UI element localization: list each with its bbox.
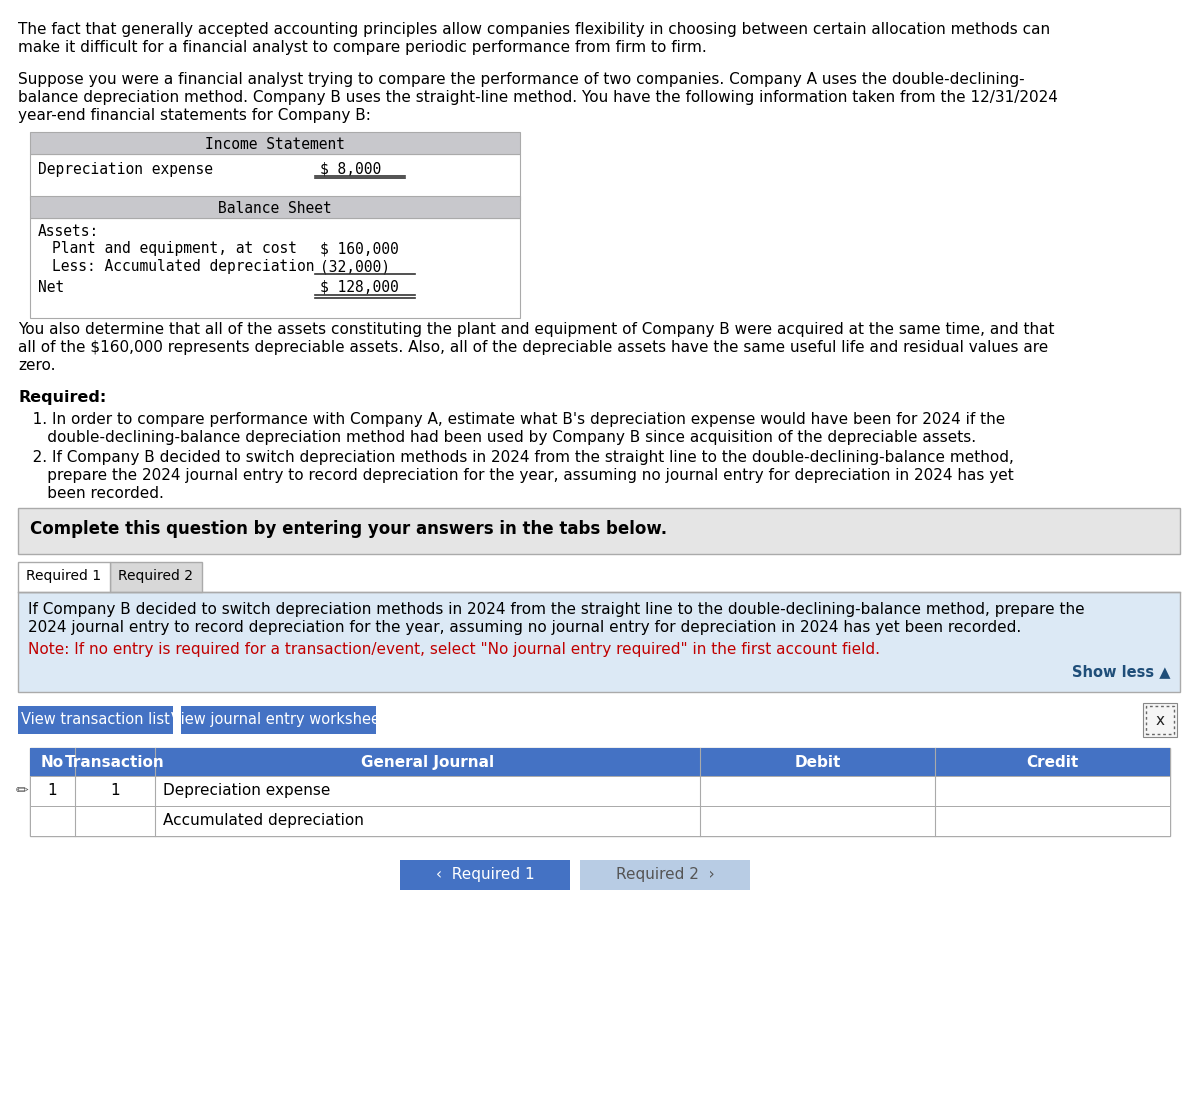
- Text: prepare the 2024 journal entry to record depreciation for the year, assuming no : prepare the 2024 journal entry to record…: [18, 468, 1014, 484]
- Text: double-declining-balance depreciation method had been used by Company B since ac: double-declining-balance depreciation me…: [18, 429, 976, 445]
- Text: Income Statement: Income Statement: [205, 137, 346, 152]
- FancyBboxPatch shape: [30, 153, 520, 200]
- Text: $ 128,000: $ 128,000: [320, 280, 398, 295]
- Text: 1: 1: [48, 783, 58, 798]
- Text: Suppose you were a financial analyst trying to compare the performance of two co: Suppose you were a financial analyst try…: [18, 72, 1025, 87]
- Text: (32,000): (32,000): [320, 259, 390, 274]
- FancyBboxPatch shape: [1142, 703, 1177, 737]
- Text: 2024 journal entry to record depreciation for the year, assuming no journal entr: 2024 journal entry to record depreciatio…: [28, 620, 1021, 635]
- FancyBboxPatch shape: [18, 592, 1180, 692]
- Text: Credit: Credit: [1026, 755, 1079, 769]
- Text: Complete this question by entering your answers in the tabs below.: Complete this question by entering your …: [30, 520, 667, 538]
- Text: Required 2: Required 2: [119, 569, 193, 583]
- Text: ‹  Required 1: ‹ Required 1: [436, 867, 534, 882]
- Text: If Company B decided to switch depreciation methods in 2024 from the straight li: If Company B decided to switch depreciat…: [28, 602, 1085, 617]
- FancyBboxPatch shape: [110, 562, 202, 592]
- FancyBboxPatch shape: [30, 217, 520, 318]
- FancyBboxPatch shape: [30, 197, 520, 217]
- FancyBboxPatch shape: [30, 776, 1170, 806]
- Text: Note: If no entry is required for a transaction/event, select "No journal entry : Note: If no entry is required for a tran…: [28, 643, 880, 657]
- Text: The fact that generally accepted accounting principles allow companies flexibili: The fact that generally accepted account…: [18, 22, 1050, 38]
- FancyBboxPatch shape: [18, 705, 173, 734]
- FancyBboxPatch shape: [30, 749, 1170, 776]
- Text: $ 8,000: $ 8,000: [320, 162, 382, 177]
- FancyBboxPatch shape: [580, 860, 750, 890]
- Text: 1: 1: [110, 783, 120, 798]
- Text: Debit: Debit: [794, 755, 841, 769]
- FancyBboxPatch shape: [30, 132, 520, 153]
- Text: Show less ▲: Show less ▲: [1072, 664, 1170, 679]
- Text: $ 160,000: $ 160,000: [320, 241, 398, 256]
- Text: been recorded.: been recorded.: [18, 486, 164, 501]
- Text: ✏: ✏: [16, 783, 29, 798]
- Text: Accumulated depreciation: Accumulated depreciation: [163, 813, 364, 828]
- FancyBboxPatch shape: [30, 806, 1170, 836]
- Text: 1. In order to compare performance with Company A, estimate what B's depreciatio: 1. In order to compare performance with …: [18, 412, 1006, 427]
- Text: zero.: zero.: [18, 358, 55, 373]
- Text: No: No: [41, 755, 64, 769]
- Text: Depreciation expense: Depreciation expense: [38, 162, 214, 177]
- FancyBboxPatch shape: [181, 705, 376, 734]
- Text: Net: Net: [38, 280, 65, 295]
- FancyBboxPatch shape: [30, 749, 1170, 836]
- Text: Plant and equipment, at cost: Plant and equipment, at cost: [52, 241, 298, 256]
- Text: x: x: [1156, 713, 1164, 728]
- Text: Depreciation expense: Depreciation expense: [163, 783, 330, 798]
- Text: View transaction list: View transaction list: [22, 712, 170, 728]
- FancyBboxPatch shape: [18, 562, 110, 592]
- FancyBboxPatch shape: [400, 860, 570, 890]
- Text: Required 1: Required 1: [26, 569, 102, 583]
- Text: make it difficult for a financial analyst to compare periodic performance from f: make it difficult for a financial analys…: [18, 40, 707, 55]
- Text: Balance Sheet: Balance Sheet: [218, 201, 332, 216]
- FancyBboxPatch shape: [18, 508, 1180, 554]
- Text: Required:: Required:: [18, 390, 107, 405]
- Text: Required 2  ›: Required 2 ›: [616, 867, 714, 882]
- Text: 2. If Company B decided to switch depreciation methods in 2024 from the straight: 2. If Company B decided to switch deprec…: [18, 450, 1014, 465]
- Text: You also determine that all of the assets constituting the plant and equipment o: You also determine that all of the asset…: [18, 322, 1055, 337]
- Text: Transaction: Transaction: [65, 755, 164, 769]
- Text: year-end financial statements for Company B:: year-end financial statements for Compan…: [18, 108, 371, 123]
- Text: Less: Accumulated depreciation: Less: Accumulated depreciation: [52, 259, 314, 274]
- Text: all of the $160,000 represents depreciable assets. Also, all of the depreciable : all of the $160,000 represents depreciab…: [18, 340, 1049, 355]
- Text: balance depreciation method. Company B uses the straight-line method. You have t: balance depreciation method. Company B u…: [18, 91, 1058, 105]
- Text: General Journal: General Journal: [361, 755, 494, 769]
- Text: View journal entry worksheet: View journal entry worksheet: [172, 712, 386, 728]
- Text: Assets:: Assets:: [38, 224, 100, 238]
